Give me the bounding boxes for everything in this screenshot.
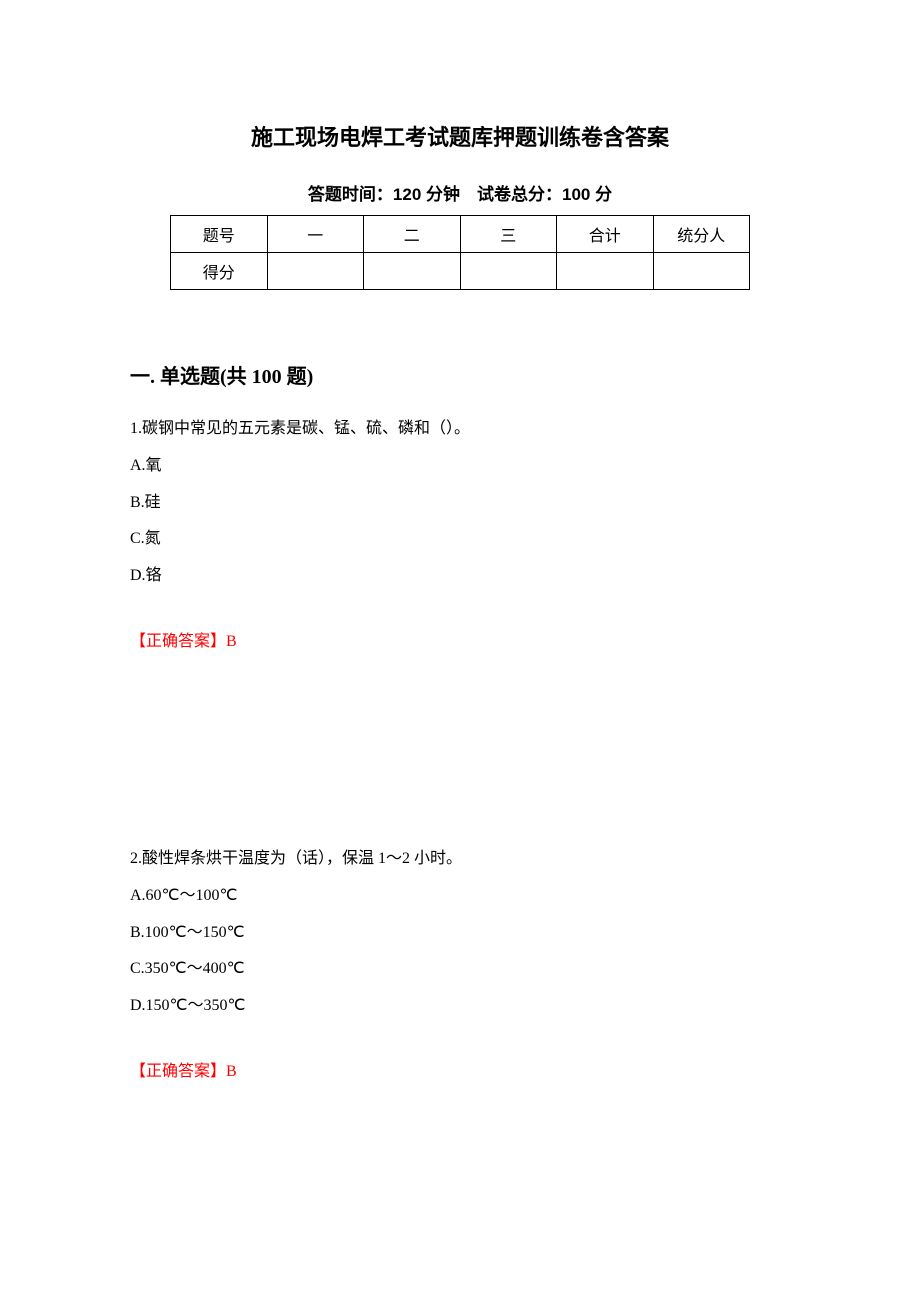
option-d: D.150℃～350℃ (130, 988, 790, 1025)
question-2: 2.酸性焊条烘干温度为（话），保温 1～2 小时。 A.60℃～100℃ B.1… (130, 841, 790, 1081)
table-header-cell: 三 (460, 216, 557, 253)
table-cell (364, 253, 461, 290)
table-header-cell: 统分人 (653, 216, 750, 253)
table-score-row: 得分 (171, 253, 750, 290)
table-header-cell: 题号 (171, 216, 268, 253)
time-value: 120 分钟 (393, 185, 460, 204)
table-cell: 得分 (171, 253, 268, 290)
table-cell (460, 253, 557, 290)
total-label: 试卷总分： (477, 185, 562, 204)
option-c: C.350℃～400℃ (130, 951, 790, 988)
total-value: 100 分 (562, 185, 612, 204)
answer-2: 【正确答案】B (130, 1057, 790, 1081)
document-subtitle: 答题时间：120 分钟 试卷总分：100 分 (130, 180, 790, 205)
question-text: 2.酸性焊条烘干温度为（话），保温 1～2 小时。 (130, 841, 790, 878)
option-a: A.60℃～100℃ (130, 878, 790, 915)
table-header-cell: 二 (364, 216, 461, 253)
answer-label: 【正确答案】 (130, 1063, 226, 1080)
answer-value: B (226, 1063, 237, 1080)
subtitle-spacer (460, 185, 477, 204)
option-c: C.氮 (130, 521, 790, 558)
score-table: 题号 一 二 三 合计 统分人 得分 (170, 215, 750, 290)
option-b: B.硅 (130, 485, 790, 522)
table-cell (267, 253, 364, 290)
table-header-cell: 合计 (557, 216, 654, 253)
option-a: A.氧 (130, 448, 790, 485)
time-label: 答题时间： (308, 185, 393, 204)
document-title: 施工现场电焊工考试题库押题训练卷含答案 (130, 120, 790, 152)
table-cell (653, 253, 750, 290)
question-1: 1.碳钢中常见的五元素是碳、锰、硫、磷和（）。 A.氧 B.硅 C.氮 D.铬 … (130, 411, 790, 651)
table-header-cell: 一 (267, 216, 364, 253)
answer-1: 【正确答案】B (130, 627, 790, 651)
answer-value: B (226, 633, 237, 650)
option-d: D.铬 (130, 558, 790, 595)
section-heading: 一. 单选题(共 100 题) (130, 360, 790, 389)
option-b: B.100℃～150℃ (130, 915, 790, 952)
spacer (130, 661, 790, 841)
question-text: 1.碳钢中常见的五元素是碳、锰、硫、磷和（）。 (130, 411, 790, 448)
answer-label: 【正确答案】 (130, 633, 226, 650)
table-cell (557, 253, 654, 290)
table-header-row: 题号 一 二 三 合计 统分人 (171, 216, 750, 253)
